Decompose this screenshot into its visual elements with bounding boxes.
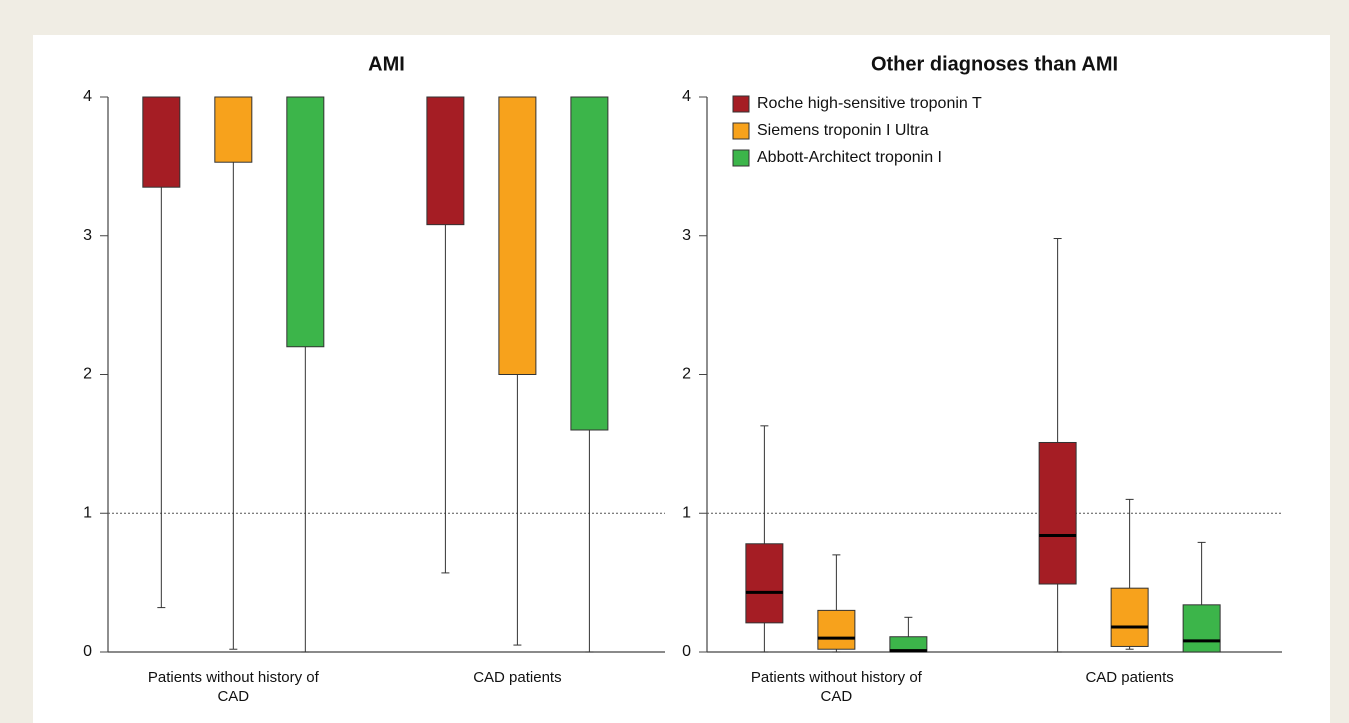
box: [1038, 441, 1077, 585]
legend-label: Roche high-sensitive troponin T: [757, 95, 982, 112]
y-tick-label: 3: [83, 227, 92, 244]
box: [817, 609, 856, 650]
box: [498, 96, 537, 375]
legend-label: Siemens troponin I Ultra: [757, 122, 929, 139]
legend-swatch: [732, 122, 750, 140]
y-tick-label: 4: [682, 88, 691, 105]
y-tick-label: 2: [682, 366, 691, 383]
box: [570, 96, 609, 431]
legend-swatch: [732, 149, 750, 167]
box: [286, 96, 325, 348]
y-tick-label: 3: [682, 227, 691, 244]
box: [1110, 587, 1149, 647]
box: [214, 96, 253, 163]
box: [1182, 604, 1221, 653]
y-tick-label: 0: [682, 643, 691, 660]
x-tick-label: CAD patients: [1085, 669, 1174, 686]
box: [745, 543, 784, 624]
chart-title: AMI: [368, 53, 405, 75]
x-tick-label: Patients without history of CAD: [750, 669, 922, 705]
y-tick-label: 1: [83, 504, 92, 521]
y-tick-label: 1: [682, 504, 691, 521]
x-tick-label: CAD patients: [473, 669, 562, 686]
box: [426, 96, 465, 226]
legend-swatch: [732, 95, 750, 113]
box: [142, 96, 181, 188]
y-tick-label: 0: [83, 643, 92, 660]
x-tick-label: Patients without history of CAD: [147, 669, 319, 705]
chart-title: Other diagnoses than AMI: [871, 53, 1118, 75]
legend-label: Abbott-Architect troponin I: [757, 149, 942, 166]
y-tick-label: 4: [83, 88, 92, 105]
y-tick-label: 2: [83, 366, 92, 383]
